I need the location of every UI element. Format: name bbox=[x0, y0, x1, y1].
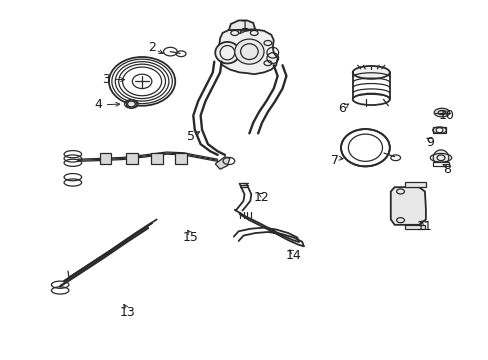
Text: 2: 2 bbox=[147, 41, 156, 54]
Polygon shape bbox=[175, 153, 186, 164]
Ellipse shape bbox=[340, 129, 389, 166]
Text: 10: 10 bbox=[438, 109, 454, 122]
Text: 1: 1 bbox=[240, 19, 248, 32]
Text: 7: 7 bbox=[330, 154, 338, 167]
Text: 12: 12 bbox=[253, 192, 269, 204]
Ellipse shape bbox=[215, 42, 239, 63]
Polygon shape bbox=[219, 30, 277, 74]
Polygon shape bbox=[390, 187, 425, 225]
Text: 15: 15 bbox=[183, 231, 199, 244]
Text: 3: 3 bbox=[102, 73, 109, 86]
Polygon shape bbox=[405, 182, 425, 187]
Polygon shape bbox=[228, 21, 255, 30]
Ellipse shape bbox=[432, 150, 448, 166]
Polygon shape bbox=[405, 225, 424, 229]
FancyBboxPatch shape bbox=[432, 127, 446, 134]
Polygon shape bbox=[126, 100, 136, 108]
Text: 9: 9 bbox=[425, 136, 433, 149]
Text: 8: 8 bbox=[442, 163, 450, 176]
Text: 5: 5 bbox=[186, 130, 194, 144]
Ellipse shape bbox=[234, 39, 264, 64]
Ellipse shape bbox=[352, 66, 389, 79]
FancyBboxPatch shape bbox=[432, 162, 448, 166]
Text: 13: 13 bbox=[120, 306, 135, 319]
Text: 6: 6 bbox=[337, 102, 345, 115]
Text: 4: 4 bbox=[94, 98, 102, 111]
Text: 14: 14 bbox=[285, 249, 301, 262]
Text: 11: 11 bbox=[416, 220, 432, 233]
Polygon shape bbox=[126, 153, 138, 164]
Ellipse shape bbox=[433, 108, 449, 117]
Polygon shape bbox=[151, 153, 162, 164]
Polygon shape bbox=[100, 153, 111, 164]
Ellipse shape bbox=[352, 94, 389, 105]
Polygon shape bbox=[215, 157, 229, 169]
Ellipse shape bbox=[109, 57, 175, 106]
